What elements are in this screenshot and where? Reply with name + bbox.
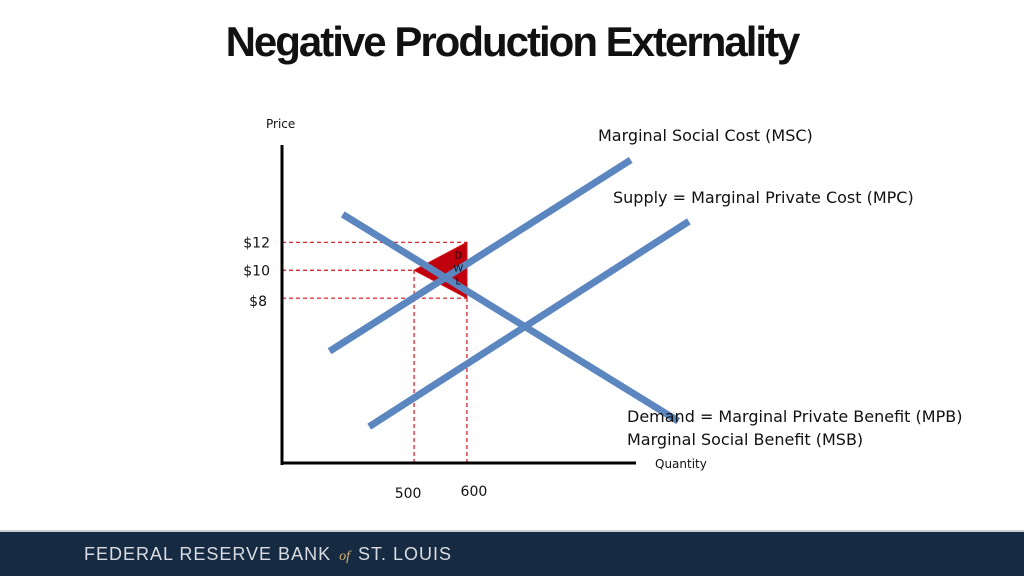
msc-label: Marginal Social Cost (MSC): [598, 126, 813, 145]
footer-org-part1: FEDERAL RESERVE BANK: [84, 544, 332, 564]
footer-bar: FEDERAL RESERVE BANK of ST. LOUIS: [0, 532, 1024, 576]
dwl-letter-d: D: [454, 250, 462, 261]
x-tick-label-600: 600: [461, 484, 488, 500]
y-axis-title: Price: [266, 117, 295, 131]
y-tick-label-10: $10: [243, 263, 270, 279]
dwl-letter-w: W: [453, 263, 463, 274]
x-axis-title: Quantity: [655, 457, 707, 471]
demand-label-line2: Marginal Social Benefit (MSB): [627, 430, 863, 449]
footer-org-part2: ST. LOUIS: [358, 544, 453, 564]
y-tick-label-12: $12: [243, 235, 270, 251]
labels: DWL Price Quantity $12 $10 $8 500 600 Marginal S…: [243, 117, 962, 502]
mpc-label: Supply = Marginal Private Cost (MPC): [613, 188, 914, 207]
msc-curve: [327, 156, 633, 355]
mpc-curve: [367, 218, 691, 430]
footer-divider: [0, 530, 1024, 532]
slide-title: Negative Production Externality: [225, 18, 801, 65]
axes: [280, 145, 636, 465]
demand-curve: [340, 211, 681, 425]
x-tick-label-500: 500: [395, 486, 422, 502]
demand-label-line1: Demand = Marginal Private Benefit (MPB): [627, 407, 962, 426]
curves: [327, 156, 691, 430]
footer-logo-text: FEDERAL RESERVE BANK of ST. LOUIS: [84, 544, 452, 565]
y-tick-label-8: $8: [249, 294, 267, 310]
footer-org-of: of: [339, 549, 350, 564]
dwl-letter-l: L: [456, 276, 462, 287]
